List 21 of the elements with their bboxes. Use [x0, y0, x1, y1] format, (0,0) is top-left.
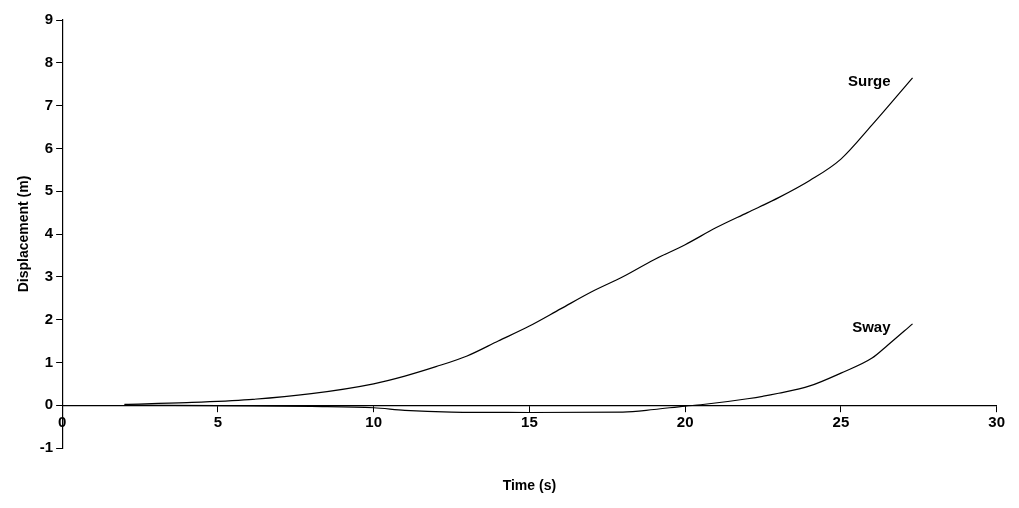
x-tick-label: 20 — [676, 413, 694, 431]
x-tick-label: 15 — [521, 413, 538, 431]
y-tick-label: 9 — [44, 10, 54, 28]
y-tick-label: 8 — [44, 52, 54, 70]
x-tick-label: 10 — [365, 413, 382, 431]
y-tick-label: 3 — [44, 266, 54, 284]
y-tick-label: -1 — [39, 438, 54, 456]
y-tick-label: 4 — [44, 224, 54, 242]
y-tick-label: 6 — [44, 138, 54, 156]
y-tick-label: 2 — [44, 309, 54, 327]
y-tick-label: 0 — [44, 395, 54, 413]
x-tick-label: 5 — [213, 413, 223, 431]
y-axis-title: Displacement (m) — [15, 175, 32, 293]
x-axis-title: Time (s) — [502, 476, 557, 493]
series-label: Sway — [852, 318, 892, 336]
x-tick-label: 25 — [832, 413, 850, 431]
y-tick-label: 1 — [44, 352, 54, 370]
y-tick-label: 7 — [44, 95, 54, 113]
y-tick-label: 5 — [44, 181, 54, 199]
x-tick-label: 30 — [988, 413, 1005, 431]
series-label: Surge — [848, 71, 891, 89]
